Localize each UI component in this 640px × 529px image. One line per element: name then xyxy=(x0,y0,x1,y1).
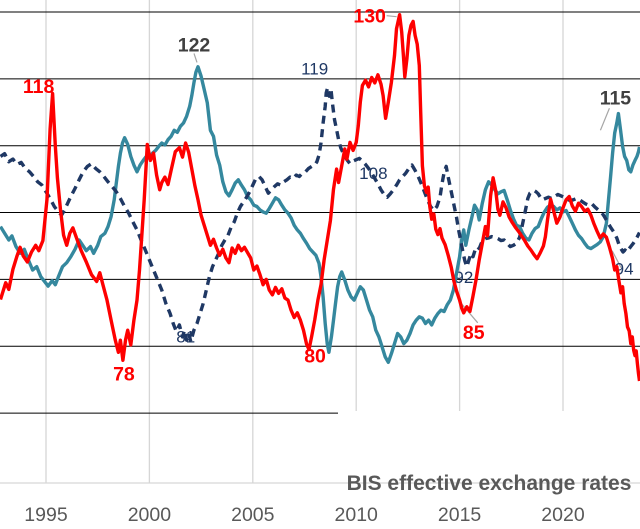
data-label-85: 85 xyxy=(463,322,485,344)
chart-title-box: BIS effective exchange rates Nominal 202… xyxy=(338,411,640,495)
data-label-78: 78 xyxy=(113,364,135,386)
data-label-122: 122 xyxy=(178,34,211,56)
leader-line-130 xyxy=(386,15,397,18)
data-label-130: 130 xyxy=(353,6,386,28)
x-tick-label-2020: 2020 xyxy=(541,504,585,526)
x-tick-label-1995: 1995 xyxy=(24,504,68,526)
teal-series xyxy=(0,65,640,364)
x-tick-label-2000: 2000 xyxy=(128,504,172,526)
data-label-119: 119 xyxy=(301,60,328,79)
data-label-115: 115 xyxy=(600,87,632,109)
leader-line-94 xyxy=(611,250,622,268)
navy-dashed-series xyxy=(0,85,640,344)
leader-line-122 xyxy=(193,53,198,63)
leader-line-115 xyxy=(599,108,610,131)
red-series xyxy=(0,12,640,382)
chart-title: BIS effective exchange rates xyxy=(346,472,632,495)
x-tick-label-2015: 2015 xyxy=(438,504,482,526)
data-label-92: 92 xyxy=(454,268,473,287)
x-tick-label-2005: 2005 xyxy=(231,504,275,526)
data-label-108: 108 xyxy=(359,164,387,183)
x-tick-label-2010: 2010 xyxy=(335,504,379,526)
data-label-118: 118 xyxy=(23,76,55,98)
